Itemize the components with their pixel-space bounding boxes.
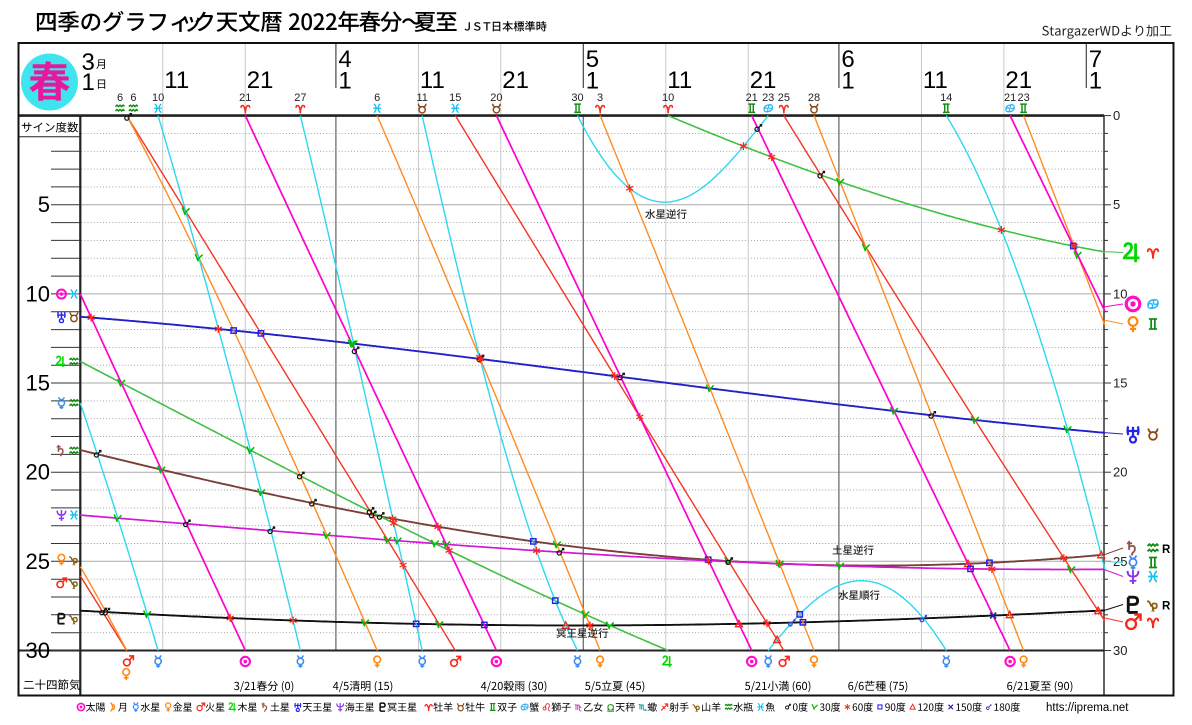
svg-text:10: 10	[152, 92, 164, 104]
svg-text:25: 25	[26, 549, 50, 574]
svg-text:21: 21	[1004, 92, 1016, 104]
svg-text:R: R	[1162, 544, 1171, 556]
svg-text:21: 21	[239, 92, 251, 104]
svg-text:23: 23	[762, 92, 774, 104]
svg-text:7: 7	[1089, 46, 1102, 73]
svg-text:0: 0	[1113, 108, 1120, 123]
svg-text:15: 15	[1113, 376, 1127, 391]
svg-text:11: 11	[164, 67, 189, 94]
svg-text:htts://iprema.net: htts://iprema.net	[1046, 702, 1129, 714]
svg-text:25: 25	[778, 92, 790, 104]
svg-text:20: 20	[1113, 465, 1127, 480]
svg-text:20: 20	[26, 460, 50, 485]
svg-text:20: 20	[490, 92, 502, 104]
svg-text:5: 5	[586, 46, 599, 73]
svg-text:3: 3	[82, 49, 95, 76]
svg-text:30: 30	[571, 92, 583, 104]
svg-text:1: 1	[1089, 68, 1102, 95]
svg-text:5: 5	[1113, 197, 1120, 212]
svg-text:25: 25	[1113, 554, 1127, 569]
svg-text:4: 4	[338, 46, 351, 73]
svg-text:28: 28	[808, 92, 820, 104]
svg-text:6: 6	[374, 92, 380, 104]
svg-text:6: 6	[841, 46, 854, 73]
svg-text:30: 30	[1113, 643, 1127, 658]
svg-text:10: 10	[662, 92, 674, 104]
svg-text:15: 15	[26, 371, 50, 396]
svg-text:6: 6	[117, 92, 123, 104]
svg-text:21: 21	[746, 92, 758, 104]
svg-text:R: R	[1162, 601, 1171, 613]
svg-text:5: 5	[38, 192, 50, 217]
svg-text:11: 11	[667, 67, 692, 94]
svg-text:30: 30	[26, 638, 50, 663]
svg-text:14: 14	[940, 92, 952, 104]
svg-text:10: 10	[1113, 286, 1127, 301]
svg-text:15: 15	[449, 92, 461, 104]
svg-text:21: 21	[1005, 67, 1032, 94]
svg-text:21: 21	[502, 67, 529, 94]
svg-text:10: 10	[26, 281, 50, 306]
svg-text:11: 11	[416, 92, 427, 104]
svg-text:6: 6	[130, 92, 136, 104]
svg-text:1: 1	[586, 68, 599, 95]
svg-text:1: 1	[338, 68, 351, 95]
svg-text:27: 27	[294, 92, 306, 104]
svg-text:23: 23	[1017, 92, 1029, 104]
svg-text:11: 11	[420, 67, 445, 94]
svg-text:1: 1	[841, 68, 854, 95]
svg-text:1: 1	[82, 69, 95, 96]
svg-text:11: 11	[923, 67, 948, 94]
svg-text:21: 21	[247, 67, 274, 94]
svg-text:21: 21	[750, 67, 777, 94]
svg-text:3: 3	[597, 92, 603, 104]
